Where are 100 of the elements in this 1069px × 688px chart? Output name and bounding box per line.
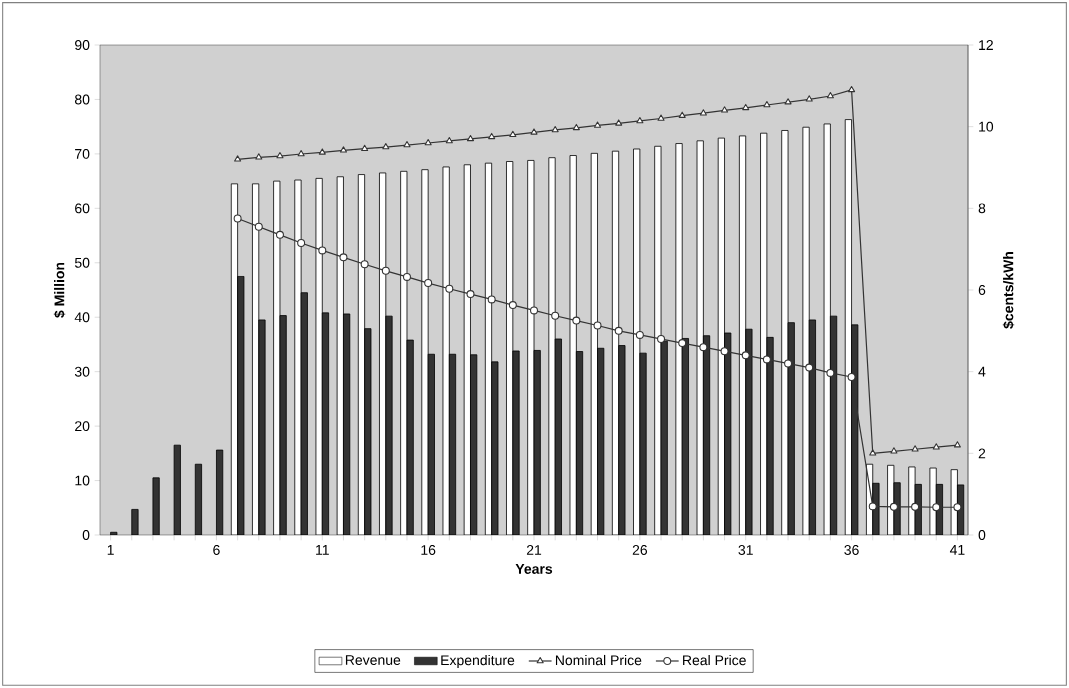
y-tick-label: 90 — [75, 40, 90, 50]
bar — [173, 444, 181, 535]
point — [593, 121, 602, 128]
point — [848, 85, 856, 93]
point — [593, 321, 602, 330]
point — [763, 101, 771, 108]
point — [255, 153, 263, 160]
point — [890, 447, 898, 454]
legend-label: Revenue — [345, 655, 401, 665]
y-tick-label: 70 — [75, 148, 90, 159]
point — [699, 343, 708, 352]
point — [551, 311, 560, 320]
point — [762, 355, 771, 364]
point — [868, 502, 877, 511]
point — [953, 441, 961, 448]
bar — [131, 509, 139, 535]
y-tick-label: 80 — [74, 94, 90, 105]
point — [784, 359, 793, 368]
y2-tick-label: 6 — [978, 285, 986, 295]
point — [424, 138, 432, 146]
point — [466, 134, 475, 142]
legend-label: Nominal Price — [555, 654, 642, 666]
y2-tick-label: 2 — [978, 448, 986, 459]
y2-tick-label: 0 — [978, 530, 986, 540]
point — [636, 116, 644, 124]
point — [805, 95, 813, 102]
bar — [216, 449, 224, 535]
point — [889, 502, 898, 511]
point — [911, 502, 920, 511]
y-axis-title: $ Million — [53, 262, 66, 318]
y-tick-label: 50 — [74, 257, 90, 268]
point — [233, 214, 242, 223]
legend-label: Real Price — [683, 654, 746, 666]
point — [635, 330, 644, 339]
y-tick-label: 40 — [74, 312, 90, 323]
point — [657, 114, 665, 121]
y-tick-label: 10 — [75, 475, 90, 486]
y-tick-label: 60 — [75, 203, 90, 214]
y2-tick-label: 4 — [978, 366, 986, 377]
point — [318, 148, 326, 155]
point — [805, 363, 814, 372]
point — [847, 372, 856, 381]
point — [742, 103, 750, 111]
point — [275, 230, 284, 239]
point — [530, 306, 539, 315]
x-tick-label: 36 — [844, 545, 859, 555]
point — [657, 334, 666, 343]
point — [382, 143, 390, 150]
point — [445, 284, 454, 293]
bar — [152, 477, 160, 535]
point — [254, 222, 263, 231]
point — [488, 132, 496, 140]
x-axis-title: Years — [515, 564, 553, 574]
point — [932, 503, 941, 512]
point — [678, 111, 686, 118]
y2-axis-title: $cents/kWh — [1002, 251, 1015, 329]
point — [720, 347, 729, 356]
point — [615, 119, 623, 126]
y-tick-label: 30 — [74, 366, 90, 377]
point — [360, 260, 369, 269]
x-tick-label: 31 — [738, 545, 753, 555]
point — [741, 351, 750, 360]
point — [551, 125, 559, 133]
point — [509, 130, 517, 138]
bar — [194, 463, 203, 535]
y2-tick-label: 12 — [979, 40, 993, 50]
point — [424, 279, 433, 288]
point — [869, 449, 877, 456]
x-tick-label: 41 — [949, 545, 965, 555]
y-tick-label: 20 — [75, 421, 90, 432]
point — [530, 128, 538, 135]
point — [297, 150, 305, 157]
point — [826, 368, 835, 377]
point — [699, 109, 707, 116]
point — [403, 141, 411, 148]
x-tick-label: 1 — [107, 545, 114, 555]
point — [339, 146, 348, 153]
point — [826, 92, 834, 99]
point — [678, 339, 687, 348]
point — [911, 445, 919, 452]
point — [297, 239, 306, 248]
point — [361, 144, 369, 151]
point — [466, 290, 475, 299]
point — [487, 295, 496, 304]
y2-tick-label: 10 — [979, 121, 994, 132]
y2-tick-label: 8 — [978, 203, 986, 214]
point — [932, 443, 940, 450]
point — [614, 326, 623, 335]
legend-label: Expenditure — [441, 654, 515, 668]
point — [572, 123, 580, 131]
x-tick-label: 26 — [632, 545, 648, 555]
point — [953, 503, 962, 512]
point — [784, 98, 792, 105]
point — [381, 266, 390, 275]
point — [234, 155, 242, 162]
point — [508, 301, 517, 310]
bar — [110, 531, 118, 535]
point — [318, 246, 327, 255]
point — [721, 106, 729, 113]
x-tick-label: 6 — [213, 545, 220, 555]
